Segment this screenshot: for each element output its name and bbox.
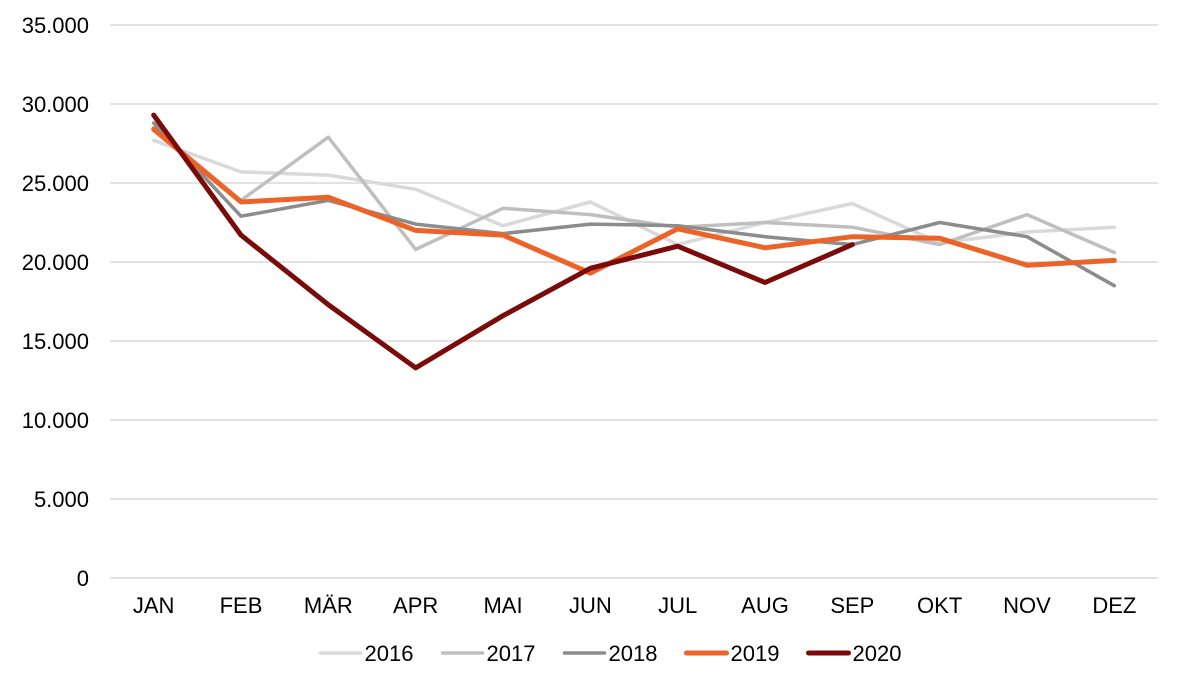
legend: 2016 2017 2018 2019 2020 — [318, 641, 902, 666]
legend-item-2018: 2018 — [562, 641, 658, 666]
x-tick-label: DEZ — [1092, 593, 1136, 618]
y-tick-label: 20.000 — [22, 250, 89, 275]
y-tick-label: 5.000 — [34, 487, 89, 512]
legend-label: 2020 — [853, 641, 902, 666]
legend-label: 2019 — [731, 641, 780, 666]
x-tick-label: MAI — [483, 593, 522, 618]
legend-label: 2017 — [487, 641, 536, 666]
x-tick-label: JUN — [569, 593, 612, 618]
x-axis-tick-labels: JAN FEB MÄR APR MAI JUN JUL AUG SEP OKT NOV DEZ — [133, 593, 1136, 618]
legend-item-2020: 2020 — [806, 641, 902, 666]
x-tick-label: JAN — [133, 593, 175, 618]
gridlines — [110, 24, 1158, 579]
series-line-2017 — [151, 125, 1117, 255]
series-line-2019 — [151, 126, 1117, 276]
y-tick-label: 0 — [77, 566, 89, 591]
x-tick-label: SEP — [830, 593, 874, 618]
x-tick-label: MÄR — [304, 593, 353, 618]
x-tick-label: OKT — [917, 593, 962, 618]
x-tick-label: AUG — [741, 593, 789, 618]
x-tick-label: JUL — [658, 593, 697, 618]
legend-item-2019: 2019 — [684, 641, 780, 666]
legend-label: 2018 — [609, 641, 658, 666]
y-tick-label: 35.000 — [22, 13, 89, 38]
legend-item-2016: 2016 — [318, 641, 414, 666]
x-tick-label: NOV — [1003, 593, 1051, 618]
series-lines — [151, 112, 1117, 371]
legend-label: 2016 — [365, 641, 414, 666]
legend-item-2017: 2017 — [440, 641, 536, 666]
y-axis-tick-labels: 0 5.000 10.000 15.000 20.000 25.000 30.000 35.0… — [22, 13, 89, 591]
series-line-2020 — [151, 112, 855, 371]
y-tick-label: 30.000 — [22, 92, 89, 117]
x-tick-label: FEB — [220, 593, 263, 618]
y-tick-label: 10.000 — [22, 408, 89, 433]
x-tick-label: APR — [393, 593, 438, 618]
series-line-2018 — [151, 121, 1117, 288]
y-tick-label: 25.000 — [22, 171, 89, 196]
y-tick-label: 15.000 — [22, 329, 89, 354]
